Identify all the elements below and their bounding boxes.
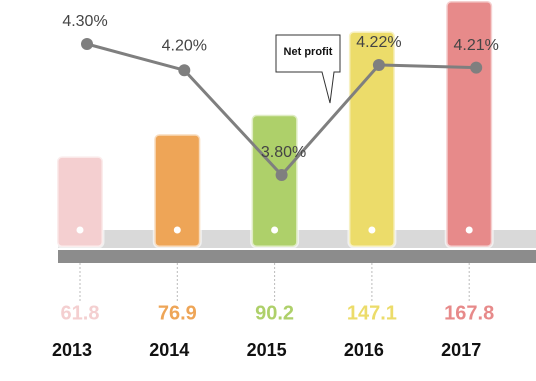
line-value-label: 4.22% (356, 34, 401, 51)
bar-dot (173, 226, 181, 234)
x-tick-label: 2016 (344, 340, 384, 360)
value-label: 147.1 (347, 302, 397, 324)
bar-dot (76, 226, 84, 234)
line-value-label: 4.30% (62, 13, 107, 30)
profit-point (275, 169, 288, 181)
bar (55, 154, 105, 249)
profit-point (178, 64, 191, 77)
bar (250, 113, 300, 249)
profit-point (81, 38, 93, 50)
profit-point (372, 58, 385, 71)
line-value-label: 3.80% (261, 144, 306, 161)
value-label: 167.8 (444, 302, 494, 324)
value-label: 90.2 (255, 302, 294, 324)
callout (275, 34, 341, 104)
value-label: 76.9 (158, 302, 197, 324)
line-value-label: 4.21% (454, 37, 499, 54)
value-label: 61.8 (61, 302, 100, 324)
bar (444, 0, 494, 249)
bar-dot (465, 226, 473, 234)
bar (347, 29, 397, 249)
bar-dot (368, 226, 376, 234)
x-tick-label: 2014 (149, 340, 189, 360)
x-tick-label: 2013 (52, 340, 92, 360)
line-value-label: 4.20% (162, 37, 207, 54)
x-tick-label: 2017 (441, 340, 481, 360)
profit-point (470, 61, 483, 74)
x-tick-label: 2015 (247, 340, 287, 360)
bar-dot (271, 226, 279, 234)
base-strip (58, 250, 536, 263)
bar (152, 132, 202, 249)
line-legend: Net profit (284, 46, 333, 58)
